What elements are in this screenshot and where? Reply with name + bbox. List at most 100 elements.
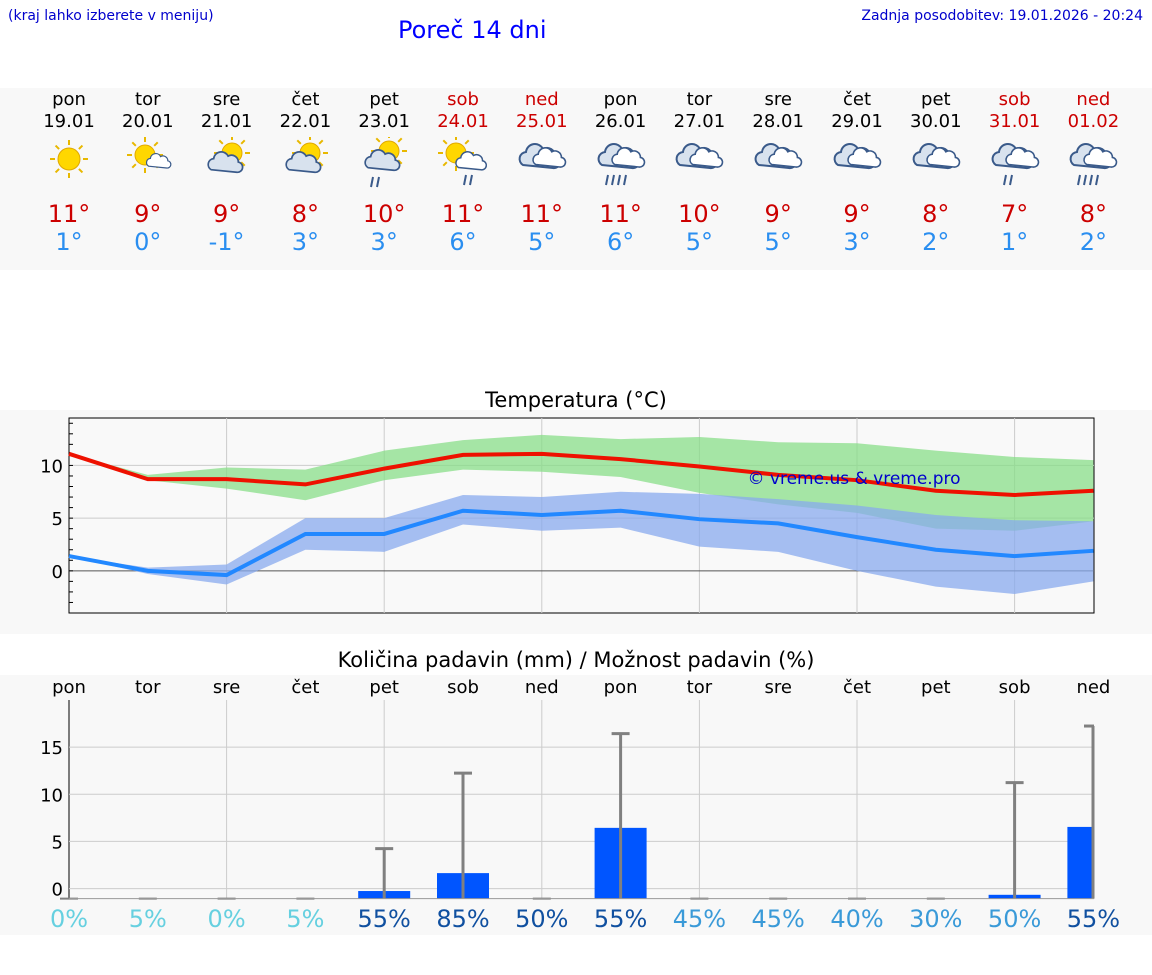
cloudy-icon: [912, 143, 961, 170]
min-temperature-line: [68, 508, 1094, 578]
day-column: čet 29.01 9° 3°: [817, 89, 897, 256]
day-date: 20.01: [122, 111, 174, 132]
sun-small-cloud-icon: [126, 137, 172, 173]
day-label: čet: [843, 677, 871, 698]
cloudy-rain-icon: [991, 143, 1039, 186]
day-name: sob: [998, 89, 1031, 110]
temp-min: 6°: [606, 228, 635, 256]
day-name: tor: [686, 89, 713, 110]
temp-max: 9°: [212, 200, 241, 228]
day-name: tor: [135, 89, 161, 110]
day-label: sre: [764, 677, 791, 698]
temp-max: 8°: [922, 200, 950, 228]
precip-probability: 50%: [988, 905, 1041, 933]
precip-probability: 50%: [515, 905, 568, 933]
precip-probability: 5%: [286, 905, 324, 933]
day-column: pet 23.01 10° 3°: [344, 89, 424, 256]
day-date: 24.01: [437, 111, 489, 132]
temp-min: 0°: [134, 228, 162, 256]
precip-probability: 55%: [358, 905, 411, 933]
temp-min: 5°: [685, 228, 714, 256]
day-label: pet: [921, 677, 951, 698]
precip-probability: 5%: [129, 905, 167, 933]
partly-cloudy-icon: [285, 137, 329, 174]
day-name: ned: [524, 89, 559, 110]
day-label: tor: [687, 677, 713, 698]
temperature-chart: 0 5 10 © vreme.us & vreme.pro: [40, 417, 1095, 614]
temp-min: 3°: [843, 228, 871, 256]
temp-max: 10°: [678, 200, 721, 228]
partly-cloudy-rain-icon: [364, 137, 408, 188]
day-label: ned: [1076, 677, 1110, 698]
day-name: pon: [52, 89, 86, 110]
y-tick-label: 0: [52, 562, 63, 583]
day-name: sob: [447, 89, 479, 110]
temp-min: 5°: [528, 228, 556, 256]
cloudy-heavy-rain-icon: [1069, 143, 1118, 186]
precip-probability: 0%: [50, 905, 88, 933]
temp-min: 3°: [291, 228, 320, 256]
precip-probability: 0%: [208, 905, 246, 933]
forecast-strip: [0, 88, 1152, 270]
precip-probability: 45%: [752, 905, 805, 933]
day-label: sob: [999, 677, 1031, 698]
cloudy-heavy-rain-icon: [597, 143, 645, 186]
day-label: pon: [604, 677, 638, 698]
cloudy-icon: [518, 143, 567, 170]
precip-probability: 30%: [909, 905, 962, 933]
partly-cloudy-icon: [206, 137, 250, 174]
day-column: pet 30.01 8° 2°: [896, 89, 976, 256]
day-column: tor 20.01 9° 0°: [108, 89, 188, 256]
temp-min: 2°: [922, 228, 950, 256]
temp-max: 11°: [599, 200, 642, 228]
y-tick-label: 5: [52, 509, 63, 530]
day-label: pon: [52, 677, 86, 698]
temp-max: 11°: [520, 200, 564, 228]
day-label: sre: [213, 677, 240, 698]
precipitation-chart-title: Količina padavin (mm) / Možnost padavin …: [337, 648, 815, 672]
precipitation-chart: pon tor sre čet pet sob ned pon tor sre čet pet sob n…: [40, 677, 1120, 933]
temp-min: 2°: [1079, 228, 1108, 256]
day-column: sob 24.01 11° 6°: [423, 89, 503, 256]
precip-probability: 55%: [594, 905, 647, 933]
precip-bar: [1067, 826, 1094, 899]
page-title: Poreč 14 dni: [398, 16, 547, 44]
max-temperature-line: [68, 451, 1094, 497]
day-column: sre 28.01 9° 5°: [738, 89, 818, 256]
temp-min: -1°: [208, 228, 245, 256]
day-label: ned: [525, 677, 559, 698]
temp-max: 9°: [134, 200, 162, 228]
day-date: 22.01: [279, 111, 332, 132]
day-name: pet: [921, 89, 951, 110]
y-tick-label: 0: [52, 880, 63, 901]
watermark: © vreme.us & vreme.pro: [747, 469, 960, 489]
day-name: čet: [842, 89, 872, 110]
day-name: ned: [1076, 89, 1111, 110]
temp-max: 8°: [291, 200, 320, 228]
min-range-band: [69, 491, 1094, 595]
day-date: 27.01: [673, 111, 726, 132]
last-updated: Zadnja posodobitev: 19.01.2026 - 20:24: [861, 8, 1143, 24]
day-date: 23.01: [358, 111, 410, 132]
day-date: 28.01: [752, 111, 804, 132]
y-tick-label: 10: [40, 785, 63, 806]
day-column: ned 25.01 11° 5°: [502, 89, 582, 256]
temp-min: 1°: [55, 228, 83, 256]
precip-probability: 55%: [1067, 905, 1120, 933]
precip-probability: 85%: [436, 905, 489, 933]
y-tick-label: 15: [40, 738, 63, 759]
temp-max: 9°: [843, 200, 871, 228]
day-name: pon: [603, 89, 638, 110]
temp-min: 5°: [764, 228, 792, 256]
day-column: čet 22.01 8° 3°: [265, 89, 345, 256]
day-column: pon 19.01 11° 1°: [29, 89, 109, 256]
temp-max: 7°: [1000, 200, 1029, 228]
precipitation-panel: [0, 675, 1152, 935]
cloudy-icon: [833, 143, 882, 170]
temp-max: 11°: [47, 200, 91, 228]
day-label: čet: [291, 677, 319, 698]
temp-min: 3°: [370, 228, 398, 256]
day-date: 21.01: [200, 111, 253, 132]
temp-max: 11°: [441, 200, 485, 228]
day-column: tor 27.01 10° 5°: [659, 89, 739, 256]
